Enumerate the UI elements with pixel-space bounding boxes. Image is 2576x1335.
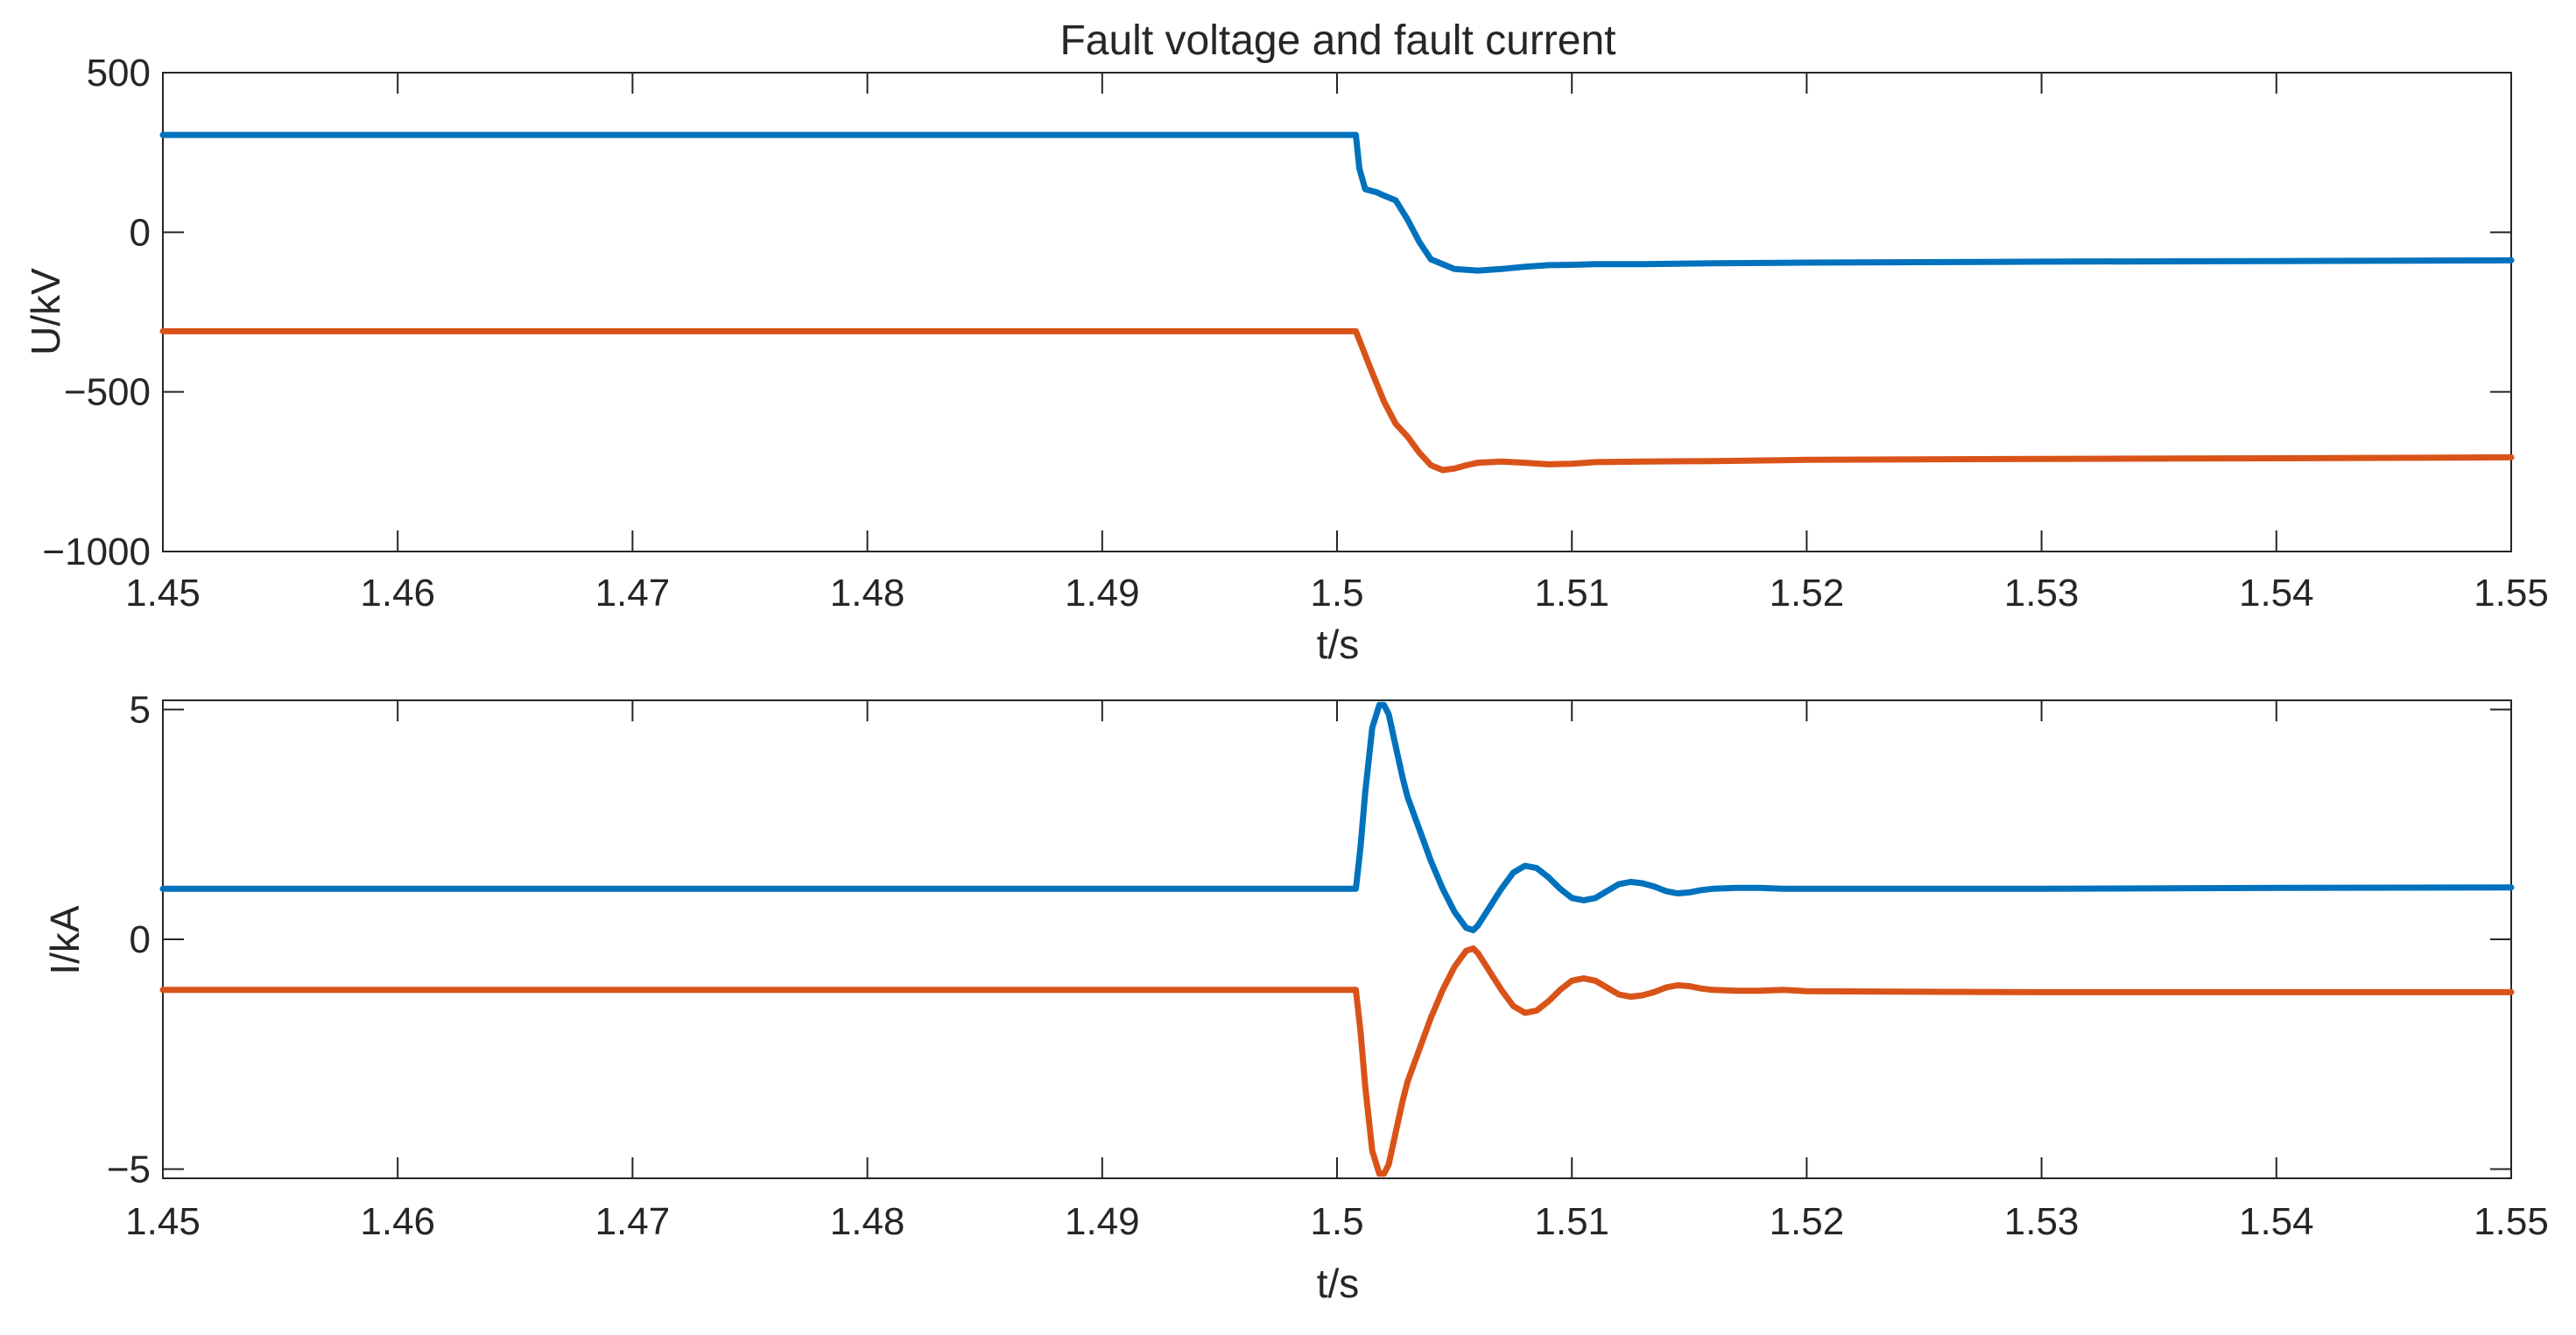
voltage-x-ticks: 1.45 1.46 1.47 1.48 1.49 1.5 1.51 1.52 1.53 1.54 1…	[125, 73, 2549, 615]
voltage-x-tick-label: 1.53	[2004, 572, 2080, 615]
voltage-x-tick-label: 1.54	[2239, 572, 2314, 615]
voltage-x-axis-label: t/s	[1317, 622, 1360, 667]
voltage-x-tick-label: 1.51	[1534, 572, 1609, 615]
current-x-tick-label: 1.52	[1770, 1200, 1845, 1243]
current-y-ticks: −5 0 5	[107, 689, 2511, 1191]
voltage-y-axis-label: U/kV	[23, 268, 68, 355]
voltage-plot: Fault voltage and fault current 1.45 1.46…	[23, 18, 2549, 667]
current-y-tick-label: 5	[130, 689, 151, 732]
voltage-x-tick-label: 1.46	[360, 572, 435, 615]
voltage-y-tick-label: −1000	[42, 530, 151, 573]
current-x-tick-label: 1.53	[2004, 1200, 2080, 1243]
voltage-x-tick-label: 1.5	[1310, 572, 1363, 615]
current-y-axis-label: I/kA	[42, 905, 88, 975]
voltage-x-tick-label: 1.48	[830, 572, 905, 615]
current-x-tick-label: 1.47	[595, 1200, 671, 1243]
current-y-tick-label: −5	[107, 1149, 151, 1191]
current-series-2-line	[159, 945, 2515, 1177]
voltage-x-tick-label: 1.52	[1770, 572, 1845, 615]
current-series-group	[159, 701, 2515, 1177]
current-x-tick-label: 1.48	[830, 1200, 905, 1243]
chart-title: Fault voltage and fault current	[1059, 18, 1615, 64]
current-x-tick-label: 1.46	[360, 1200, 435, 1243]
voltage-x-tick-label: 1.55	[2474, 572, 2549, 615]
current-x-tick-label: 1.45	[125, 1200, 201, 1243]
current-x-tick-label: 1.54	[2239, 1200, 2314, 1243]
current-x-tick-label: 1.49	[1065, 1200, 1140, 1243]
voltage-y-tick-label: 0	[130, 211, 151, 254]
voltage-series-2-line	[159, 327, 2515, 474]
current-x-axis-label: t/s	[1317, 1261, 1360, 1306]
voltage-y-ticks: −1000 −500 0 500	[42, 52, 2511, 573]
current-x-tick-label: 1.51	[1534, 1200, 1609, 1243]
current-plot: 1.45 1.46 1.47 1.48 1.49 1.5 1.51 1.52 1.53 1.54 1…	[42, 689, 2549, 1307]
current-y-tick-label: 0	[130, 918, 151, 961]
current-x-tick-label: 1.55	[2474, 1200, 2549, 1243]
voltage-x-tick-label: 1.47	[595, 572, 671, 615]
voltage-series-1-line	[159, 131, 2515, 274]
voltage-y-tick-label: 500	[87, 52, 151, 95]
current-series-1-line	[159, 701, 2515, 933]
current-x-tick-label: 1.5	[1310, 1200, 1363, 1243]
voltage-x-tick-label: 1.49	[1065, 572, 1140, 615]
voltage-series-group	[159, 131, 2515, 474]
voltage-x-tick-label: 1.45	[125, 572, 201, 615]
voltage-y-tick-label: −500	[64, 371, 151, 414]
current-x-ticks: 1.45 1.46 1.47 1.48 1.49 1.5 1.51 1.52 1.53 1.54 1…	[125, 700, 2549, 1243]
